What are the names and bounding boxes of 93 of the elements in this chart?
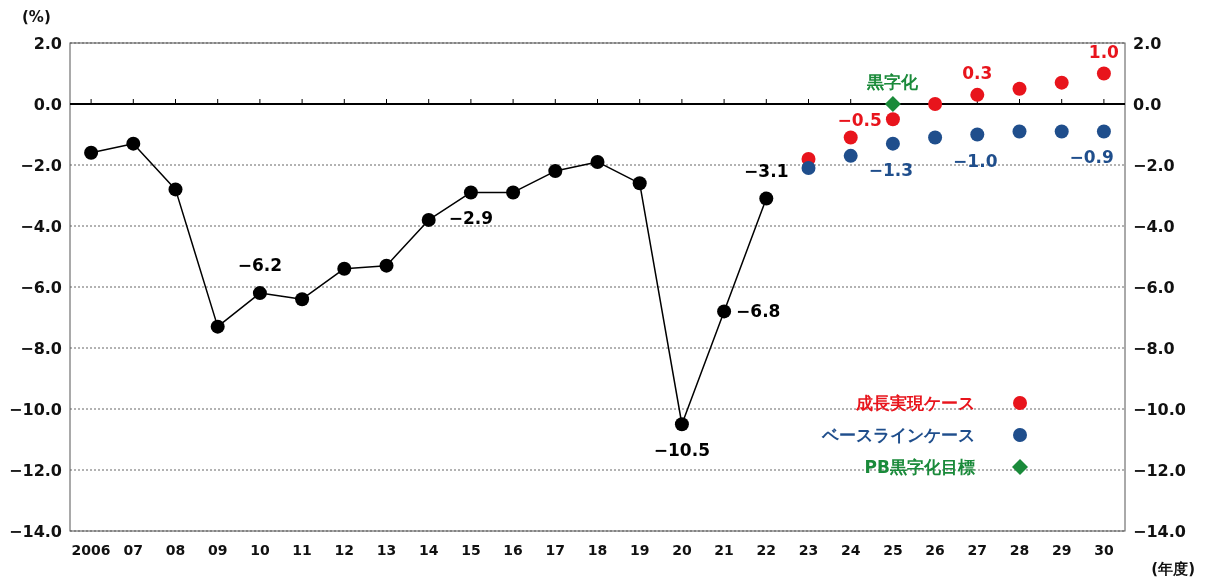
y-tick-label: −6.0 bbox=[20, 278, 62, 297]
data-label: 1.0 bbox=[1088, 41, 1120, 62]
point bbox=[126, 136, 141, 151]
x-tick-label: 12 bbox=[334, 542, 355, 558]
y-tick-label: −14.0 bbox=[9, 522, 62, 541]
data-label: −6.8 bbox=[736, 301, 781, 322]
y-tick-label: −2.0 bbox=[20, 156, 62, 175]
data-label: −2.9 bbox=[448, 208, 494, 229]
x-tick-label: 2006 bbox=[71, 542, 111, 558]
point bbox=[759, 191, 774, 206]
x-tick-label: 18 bbox=[587, 542, 608, 558]
point bbox=[210, 319, 225, 334]
x-axis-title: (年度) bbox=[1151, 560, 1195, 578]
point bbox=[84, 145, 99, 160]
legend-label: PB黒字化目標 bbox=[864, 457, 975, 477]
point bbox=[884, 96, 901, 112]
data-label: −1.0 bbox=[953, 150, 998, 171]
x-tick-label: 07 bbox=[123, 542, 144, 558]
x-tick-label: 19 bbox=[629, 542, 650, 558]
point bbox=[421, 212, 436, 227]
point bbox=[252, 286, 267, 301]
x-tick-label: 21 bbox=[714, 542, 734, 558]
y2-tick-label: −8.0 bbox=[1133, 339, 1175, 358]
point bbox=[337, 261, 352, 276]
point bbox=[843, 148, 858, 163]
x-tick-label: 08 bbox=[165, 542, 186, 558]
data-label: −3.1 bbox=[744, 160, 789, 181]
point bbox=[717, 304, 732, 319]
point bbox=[1012, 81, 1027, 96]
point bbox=[970, 87, 985, 102]
point bbox=[970, 127, 985, 142]
point bbox=[379, 258, 394, 273]
point bbox=[506, 185, 521, 200]
point bbox=[548, 164, 563, 179]
y2-tick-label: −2.0 bbox=[1133, 156, 1175, 175]
point bbox=[295, 292, 310, 307]
data-label: −6.2 bbox=[237, 255, 283, 276]
x-tick-label: 22 bbox=[756, 542, 777, 558]
point bbox=[801, 161, 816, 176]
y2-tick-label: −14.0 bbox=[1133, 522, 1186, 541]
y-tick-label: −10.0 bbox=[9, 400, 62, 419]
data-label: −10.5 bbox=[653, 440, 710, 461]
point bbox=[590, 154, 605, 169]
data-label: −0.5 bbox=[837, 110, 882, 131]
x-tick-label: 13 bbox=[376, 542, 397, 558]
point bbox=[928, 130, 943, 145]
y2-tick-label: 2.0 bbox=[1133, 34, 1162, 53]
x-tick-label: 26 bbox=[925, 542, 945, 558]
y2-tick-label: 0.0 bbox=[1133, 95, 1162, 114]
x-tick-label: 30 bbox=[1094, 542, 1114, 558]
y-tick-label: 2.0 bbox=[33, 34, 62, 53]
y-tick-label: −12.0 bbox=[9, 461, 62, 480]
x-tick-label: 11 bbox=[292, 542, 312, 558]
point bbox=[463, 185, 478, 200]
point bbox=[928, 97, 943, 111]
data-label: −1.3 bbox=[868, 159, 914, 180]
x-tick-label: 09 bbox=[207, 542, 228, 558]
point bbox=[1054, 75, 1069, 90]
legend-label: 成長実現ケース bbox=[855, 393, 975, 413]
data-label: 0.3 bbox=[962, 62, 993, 83]
x-tick-label: 15 bbox=[461, 542, 481, 558]
x-tick-label: 10 bbox=[250, 542, 270, 558]
legend-label: ベースラインケース bbox=[821, 425, 975, 445]
point bbox=[168, 182, 183, 197]
x-tick-label: 23 bbox=[798, 542, 819, 558]
y-axis-title: (%) bbox=[22, 8, 51, 26]
point bbox=[1012, 124, 1027, 139]
point bbox=[632, 176, 647, 191]
point bbox=[1096, 124, 1111, 139]
point bbox=[843, 130, 858, 145]
data-label: −0.9 bbox=[1069, 147, 1114, 168]
point bbox=[885, 112, 900, 127]
point bbox=[1054, 124, 1069, 139]
point bbox=[885, 136, 900, 151]
y2-tick-label: −4.0 bbox=[1133, 217, 1175, 236]
y-tick-label: −4.0 bbox=[20, 217, 62, 236]
x-tick-label: 17 bbox=[545, 542, 566, 558]
annotation: 黒字化 bbox=[866, 72, 920, 92]
y2-tick-label: −10.0 bbox=[1133, 400, 1186, 419]
y-tick-label: 0.0 bbox=[33, 95, 62, 114]
x-tick-label: 24 bbox=[840, 542, 861, 558]
x-tick-label: 27 bbox=[967, 542, 988, 558]
y-tick-label: −8.0 bbox=[20, 339, 62, 358]
point bbox=[674, 417, 689, 432]
x-tick-label: 20 bbox=[672, 542, 692, 558]
x-tick-label: 14 bbox=[418, 542, 439, 558]
x-tick-label: 16 bbox=[503, 542, 523, 558]
y2-tick-label: −6.0 bbox=[1133, 278, 1175, 297]
point bbox=[1096, 66, 1111, 81]
y2-tick-label: −12.0 bbox=[1133, 461, 1186, 480]
x-tick-label: 25 bbox=[883, 542, 903, 558]
x-tick-label: 29 bbox=[1051, 542, 1072, 558]
x-tick-label: 28 bbox=[1009, 542, 1030, 558]
